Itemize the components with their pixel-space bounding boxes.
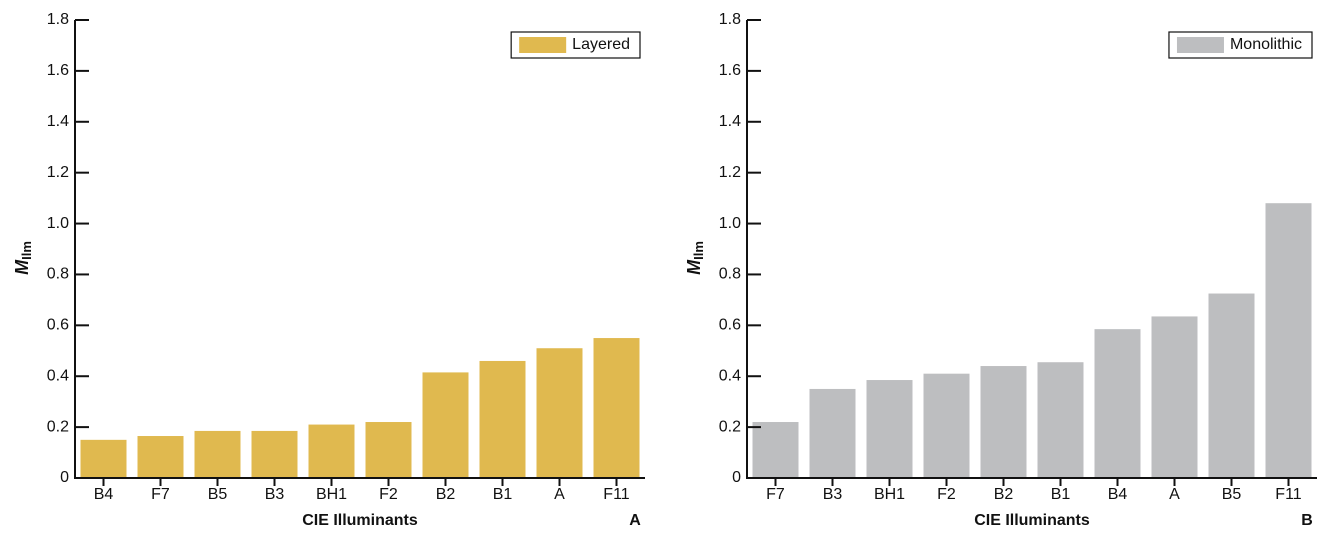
x-tick-label: A <box>554 486 565 503</box>
bar <box>1265 203 1312 478</box>
bar <box>251 430 298 478</box>
legend-label: Layered <box>572 36 630 53</box>
x-tick-label: B5 <box>208 486 228 503</box>
x-tick-label: BH1 <box>316 486 347 503</box>
y-label-main: M <box>684 259 704 275</box>
x-tick-label: F7 <box>151 486 170 503</box>
bar <box>923 373 970 478</box>
x-axis-label: CIE Illuminants <box>302 512 418 529</box>
y-tick-label: 1.8 <box>47 11 69 28</box>
x-tick-label: F2 <box>379 486 398 503</box>
bar <box>308 424 355 478</box>
y-tick-label: 1.6 <box>47 62 69 79</box>
x-tick-label: B4 <box>1108 486 1128 503</box>
y-axis-label: MIlm <box>12 241 35 275</box>
bar <box>422 372 469 478</box>
y-label-sub: Ilm <box>691 241 706 260</box>
x-tick-label: F11 <box>603 486 629 503</box>
bar <box>1037 362 1084 478</box>
y-tick-label: 1.4 <box>47 113 69 130</box>
x-tick-label: B4 <box>94 486 114 503</box>
y-tick-label: 1.0 <box>47 215 69 232</box>
y-tick-label: 1.4 <box>719 113 741 130</box>
bar <box>137 436 184 478</box>
bar <box>536 348 583 478</box>
y-tick-label: 1.2 <box>47 164 69 181</box>
y-tick-label: 0.2 <box>47 418 69 435</box>
x-tick-label: F11 <box>1275 486 1301 503</box>
x-tick-label: F7 <box>766 486 785 503</box>
bar <box>194 430 241 478</box>
x-tick-label: BH1 <box>874 486 905 503</box>
y-tick-label: 0.6 <box>719 317 741 334</box>
y-axis-label: MIlm <box>684 241 707 275</box>
y-tick-label: 1.2 <box>719 164 741 181</box>
bar <box>980 366 1027 478</box>
panel-label: B <box>1301 512 1313 529</box>
legend-swatch <box>519 37 567 53</box>
bar <box>365 422 412 478</box>
y-label-main: M <box>12 259 32 275</box>
bar <box>1208 293 1255 478</box>
bar <box>479 360 526 478</box>
y-label-sub: Ilm <box>19 241 34 260</box>
bar <box>80 439 127 478</box>
y-tick-label: 0.2 <box>719 418 741 435</box>
bar <box>809 388 856 478</box>
x-tick-label: B5 <box>1222 486 1242 503</box>
x-axis-label: CIE Illuminants <box>974 512 1090 529</box>
y-tick-label: 0.8 <box>719 266 741 283</box>
bar <box>752 422 799 478</box>
y-tick-label: 0.8 <box>47 266 69 283</box>
x-tick-label: B1 <box>493 486 513 503</box>
legend-box <box>1168 31 1313 59</box>
y-tick-label: 0 <box>60 469 69 486</box>
legend-swatch <box>1176 37 1224 53</box>
x-tick-label: B3 <box>823 486 843 503</box>
x-tick-label: A <box>1169 486 1180 503</box>
y-tick-label: 1.0 <box>719 215 741 232</box>
y-tick-label: 1.8 <box>719 11 741 28</box>
x-tick-label: B2 <box>436 486 456 503</box>
bar <box>1094 329 1141 478</box>
x-tick-label: B1 <box>1051 486 1071 503</box>
bar <box>866 380 913 478</box>
legend-label: Monolithic <box>1230 36 1302 53</box>
x-tick-label: B2 <box>994 486 1014 503</box>
y-tick-label: 1.6 <box>719 62 741 79</box>
bar <box>1151 316 1198 478</box>
y-tick-label: 0.4 <box>47 367 69 384</box>
y-tick-label: 0.4 <box>719 367 741 384</box>
panel-label: A <box>629 512 641 529</box>
y-tick-label: 0.6 <box>47 317 69 334</box>
y-tick-label: 0 <box>732 469 741 486</box>
bar <box>593 338 640 478</box>
x-tick-label: B3 <box>265 486 285 503</box>
x-tick-label: F2 <box>937 486 956 503</box>
